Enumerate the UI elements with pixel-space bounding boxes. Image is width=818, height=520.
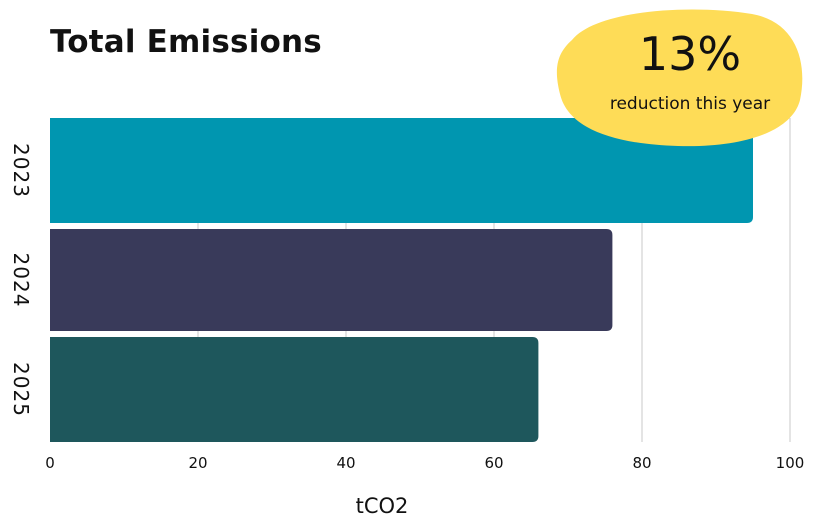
bar-2025 bbox=[50, 337, 539, 442]
x-tick-100: 100 bbox=[776, 454, 805, 472]
reduction-callout: 13% reduction this year bbox=[556, 9, 803, 147]
x-tick-20: 20 bbox=[188, 454, 207, 472]
x-tick-60: 60 bbox=[484, 454, 503, 472]
callout-value: 13% bbox=[639, 27, 741, 81]
chart-title: Total Emissions bbox=[50, 24, 322, 60]
x-tick-labels: 0 20 40 60 80 100 bbox=[45, 454, 804, 472]
category-labels: 2023 2024 2025 bbox=[9, 143, 33, 417]
x-tick-0: 0 bbox=[45, 454, 55, 472]
x-tick-80: 80 bbox=[632, 454, 651, 472]
category-label-2023: 2023 bbox=[9, 143, 33, 198]
category-label-2025: 2025 bbox=[9, 362, 33, 417]
bar-2023 bbox=[50, 118, 753, 223]
callout-blob bbox=[556, 9, 803, 147]
x-axis-title: tCO2 bbox=[356, 494, 409, 518]
bars bbox=[50, 118, 753, 442]
bar-2024 bbox=[50, 229, 613, 331]
callout-text: reduction this year bbox=[610, 94, 770, 114]
category-label-2024: 2024 bbox=[9, 253, 33, 308]
x-tick-40: 40 bbox=[336, 454, 355, 472]
